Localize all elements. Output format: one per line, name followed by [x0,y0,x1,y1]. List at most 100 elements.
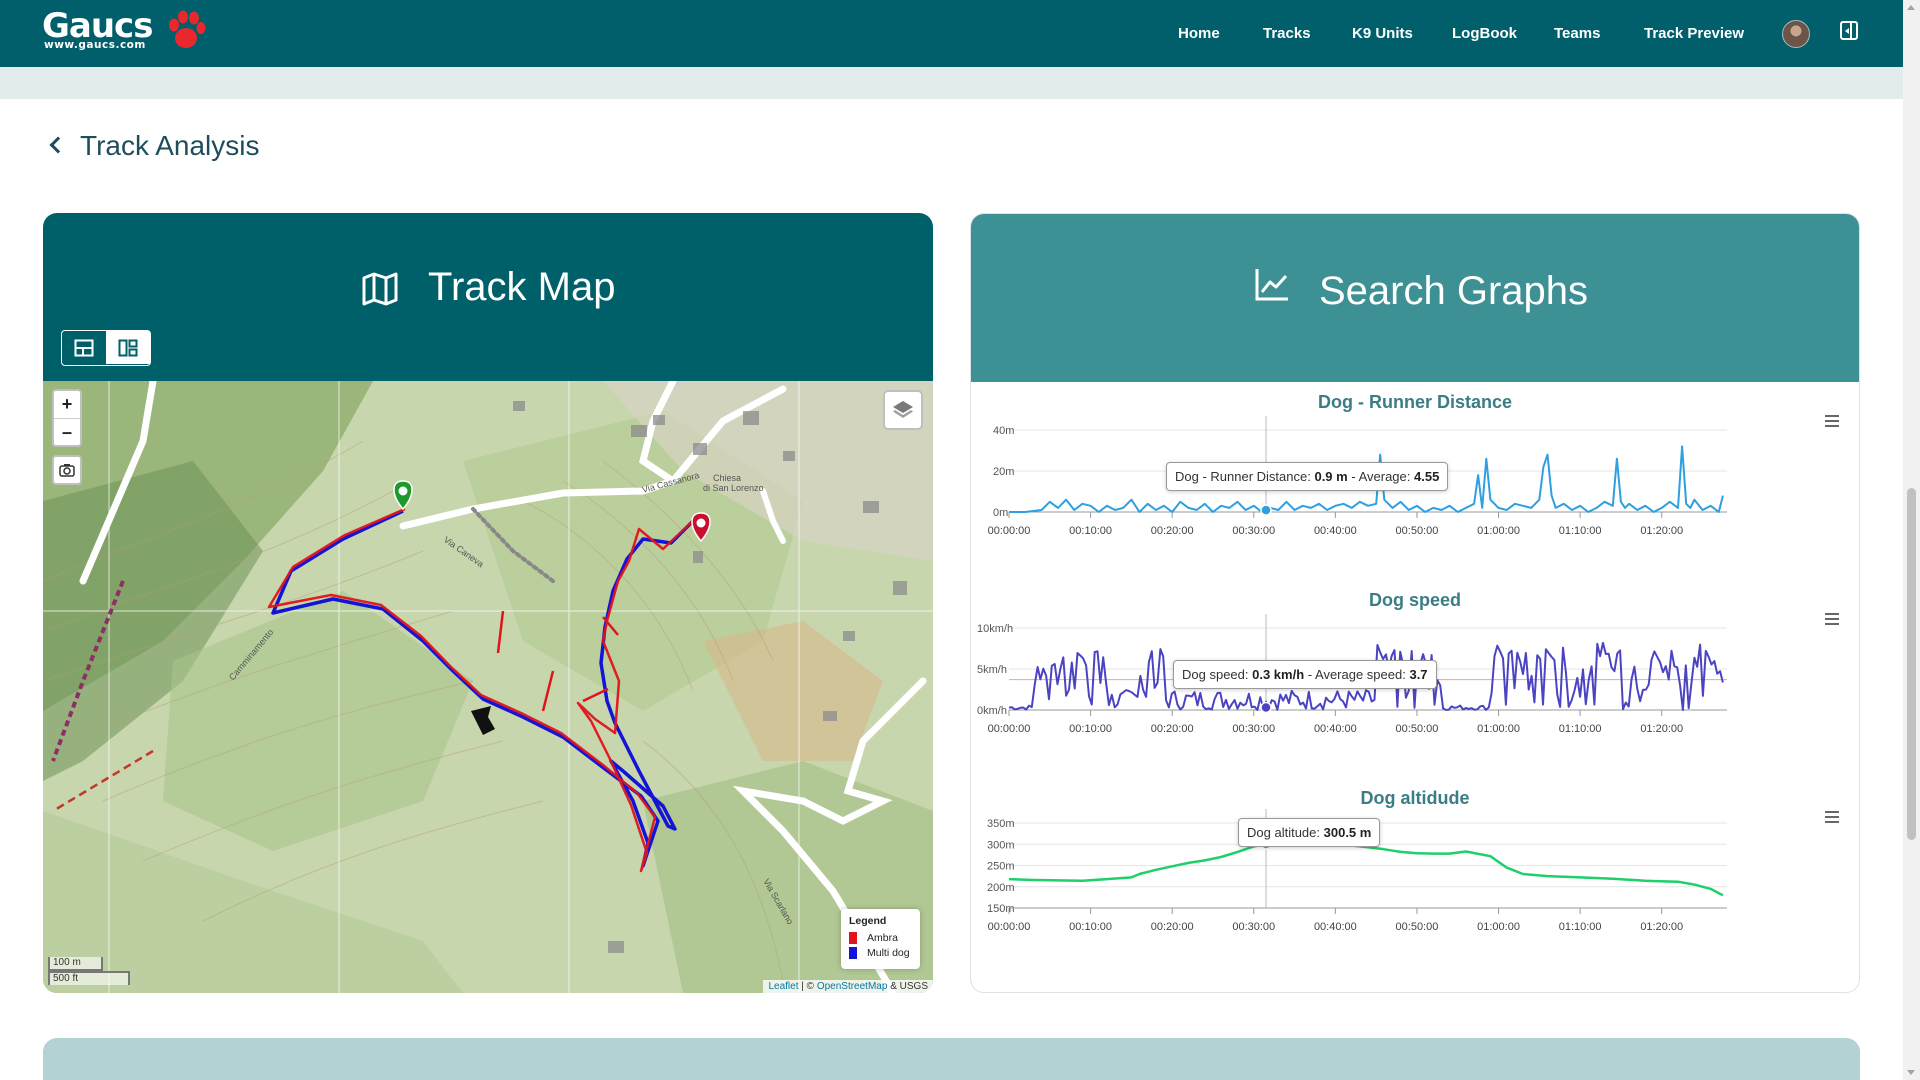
x-tick-label: 00:50:00 [1396,723,1439,735]
x-tick-label: 01:20:00 [1640,525,1683,537]
sidebar-collapse-icon[interactable] [1840,21,1858,40]
y-tick-label: 300m [987,839,1015,851]
layout-alt-icon[interactable] [106,331,150,364]
x-tick-label: 00:00:00 [988,921,1031,933]
nav-k9-units[interactable]: K9 Units [1352,25,1413,42]
hover-point [1260,701,1272,714]
graph-card-header: Search Graphs [971,214,1859,382]
nav-track-preview[interactable]: Track Preview [1644,25,1745,42]
leaflet-link[interactable]: Leaflet [768,981,799,992]
scroll-up-arrow[interactable] [1907,5,1915,10]
legend-label: Ambra [867,931,898,944]
poi-label: di San Lorenzo [703,483,764,493]
y-tick-label: 0m [993,507,1008,519]
altitude-chart[interactable]: Dog altidude 350m 300m 250m 200m 150m 00:00:0… [971,778,1859,992]
zoom-control: + – [52,389,82,447]
x-tick-label: 00:20:00 [1151,723,1194,735]
y-tick-label: 350m [987,818,1015,830]
x-tick-label: 00:20:00 [1151,921,1194,933]
x-tick-label: 01:10:00 [1559,723,1602,735]
x-tick-label: 00:10:00 [1069,525,1112,537]
sub-header-bar [0,67,1903,99]
back-chevron-icon[interactable] [49,136,67,154]
track-map[interactable]: Via Caneva Chiesa di San Lorenzo Via Cas… [43,381,933,993]
y-tick-label: 150m [987,903,1015,915]
layout-icon[interactable] [62,331,106,364]
end-marker [691,512,711,543]
chart-title: Dog speed [1368,590,1461,610]
chart-tooltip: Dog altitude: 300.5 m [1238,818,1381,847]
attribution-rest: & USGS [890,981,928,992]
user-avatar[interactable] [1782,20,1810,48]
layers-icon[interactable] [883,390,923,430]
nav-teams[interactable]: Teams [1554,25,1601,42]
next-section-card [43,1038,1860,1080]
y-tick-label: 20m [993,466,1014,478]
nav-tracks[interactable]: Tracks [1263,25,1311,42]
x-tick-label: 00:30:00 [1232,525,1275,537]
legend-swatch [849,946,857,959]
y-tick-label: 200m [987,882,1015,894]
y-tick-label: 0km/h [977,705,1007,717]
y-tick-label: 250m [987,861,1015,873]
page-title: Track Analysis [80,130,260,161]
osm-link[interactable]: OpenStreetMap [816,981,888,992]
nav-home[interactable]: Home [1178,25,1220,42]
logo-url: www.gaucs.com [44,39,146,51]
x-tick-label: 00:10:00 [1069,921,1112,933]
start-marker [393,480,413,511]
x-tick-label: 00:20:00 [1151,525,1194,537]
x-tick-label: 00:40:00 [1314,921,1357,933]
chart-title: Dog altidude [1360,788,1470,808]
map-icon [362,272,398,306]
x-tick-label: 00:30:00 [1232,723,1275,735]
x-tick-label: 00:00:00 [988,723,1031,735]
x-tick-label: 00:50:00 [1396,525,1439,537]
scroll-thumb[interactable] [1907,488,1916,840]
top-navbar: Gaucs www.gaucs.com Home Tracks K9 Units… [0,0,1903,67]
map-tiles[interactable]: Via Caneva Chiesa di San Lorenzo Via Cas… [43,381,933,993]
y-tick-label: 5km/h [977,664,1007,676]
line-chart-icon [1255,269,1288,301]
chart-title: Dog - Runner Distance [1317,392,1513,412]
x-tick-label: 01:00:00 [1477,525,1520,537]
distance-chart[interactable]: Dog - Runner Distance 40m 20m 0m 00:00:00 00… [971,382,1859,580]
x-tick-label: 00:00:00 [988,525,1031,537]
scroll-down-arrow[interactable] [1907,1070,1915,1075]
paw-icon [169,10,206,48]
x-tick-label: 01:20:00 [1640,921,1683,933]
chart-menu-icon[interactable] [1825,811,1839,823]
x-tick-label: 00:10:00 [1069,723,1112,735]
view-toggle [61,330,151,366]
legend-item: Ambra [849,930,912,945]
chart-tooltip: Dog - Runner Distance: 0.9 m - Average: … [1166,462,1449,491]
logo[interactable]: Gaucs www.gaucs.com [42,6,222,58]
speed-chart[interactable]: Dog speed 10km/h 5km/h 0km/h 00:00:00 00:10:… [971,580,1859,778]
legend-label: Multi dog [867,946,910,959]
track-map-card: Track Map [43,213,933,993]
search-graphs-card: Search Graphs Dog - Runner Distance 40m 2… [970,213,1860,993]
track-map-title: Track Map [428,265,616,309]
x-tick-label: 00:40:00 [1314,723,1357,735]
camera-icon[interactable] [52,455,82,485]
legend-item: Multi dog [849,945,912,960]
chart-tooltip: Dog speed: 0.3 km/h - Average speed: 3.7 [1173,660,1437,689]
search-graphs-title: Search Graphs [1319,269,1589,313]
zoom-in-button[interactable]: + [61,394,73,414]
zoom-out-button[interactable]: – [54,418,80,445]
map-legend: Legend Ambra Multi dog [841,909,920,969]
x-tick-label: 00:30:00 [1232,921,1275,933]
y-tick-label: 10km/h [977,623,1013,635]
nav-logbook[interactable]: LogBook [1452,25,1517,42]
chart-menu-icon[interactable] [1825,415,1839,427]
page-scrollbar[interactable] [1903,0,1920,1080]
series-line [1009,445,1724,513]
x-tick-label: 00:50:00 [1396,921,1439,933]
x-tick-label: 00:40:00 [1314,525,1357,537]
poi-label: Chiesa [713,473,741,483]
chart-menu-icon[interactable] [1825,613,1839,625]
hover-point [1260,504,1272,516]
map-attribution: Leaflet | © OpenStreetMap & USGS [763,980,933,993]
scale-metric: 100 m [48,957,103,971]
map-scale: 100 m 500 ft [48,957,130,985]
